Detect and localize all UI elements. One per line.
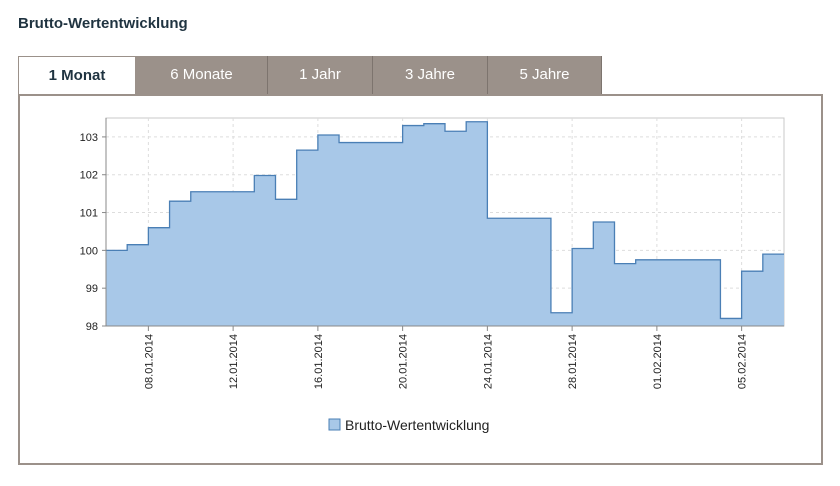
y-tick-label: 98 — [86, 321, 98, 333]
tab-1-monat[interactable]: 1 Monat — [18, 56, 136, 96]
x-axis: 08.01.2014 12.01.2014 16.01.2014 20.01.2014… — [106, 325, 784, 389]
legend-label: Brutto-Wertentwicklung — [345, 417, 489, 433]
y-tick-label: 102 — [80, 170, 98, 182]
x-tick-label: 28.01.2014 — [567, 334, 579, 389]
legend-swatch — [328, 418, 341, 431]
series-area — [106, 121, 784, 326]
x-tick-label: 08.01.2014 — [143, 334, 155, 389]
tab-1-jahr[interactable]: 1 Jahr — [268, 56, 373, 94]
y-axis: 98 99 100 101 102 103 — [80, 118, 107, 333]
series-line — [106, 121, 784, 320]
x-tick-label: 16.01.2014 — [313, 334, 325, 389]
y-tick-label: 99 — [86, 283, 98, 295]
x-tick-label: 01.02.2014 — [652, 334, 664, 389]
y-tick-label: 103 — [80, 132, 98, 144]
legend: Brutto-Wertentwicklung — [328, 417, 489, 433]
tab-3-jahre[interactable]: 3 Jahre — [373, 56, 488, 94]
x-tick-label: 20.01.2014 — [398, 334, 410, 389]
x-tick-label: 05.02.2014 — [737, 334, 749, 389]
tab-5-jahre[interactable]: 5 Jahre — [488, 56, 602, 94]
x-tick-label: 24.01.2014 — [482, 334, 494, 389]
x-tick-label: 12.01.2014 — [228, 334, 240, 389]
y-tick-label: 100 — [80, 245, 98, 257]
tab-6-monate[interactable]: 6 Monate — [136, 56, 268, 94]
page-title: Brutto-Wertentwicklung — [18, 15, 188, 32]
y-tick-label: 101 — [80, 208, 98, 220]
